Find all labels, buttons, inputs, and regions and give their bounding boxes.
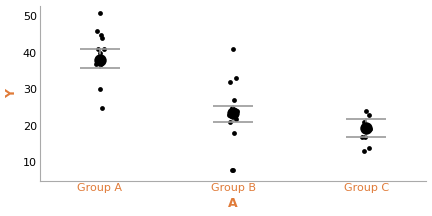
- Point: [93, 59, 100, 62]
- Y-axis label: Y: Y: [6, 89, 19, 98]
- Point: [367, 128, 374, 131]
- Point: [98, 62, 105, 66]
- Point: [98, 33, 105, 37]
- Point: [92, 62, 99, 66]
- Point: [96, 11, 103, 14]
- Point: [363, 110, 370, 113]
- Point: [359, 135, 366, 138]
- Point: [95, 48, 102, 51]
- Point: [231, 131, 238, 135]
- Point: [360, 150, 367, 153]
- Point: [232, 117, 239, 120]
- Point: [99, 37, 106, 40]
- Point: [228, 168, 235, 171]
- X-axis label: A: A: [228, 197, 238, 210]
- Point: [365, 113, 372, 117]
- Point: [231, 98, 238, 102]
- Point: [365, 146, 372, 149]
- Point: [227, 80, 234, 84]
- Point: [96, 59, 103, 62]
- Point: [227, 121, 234, 124]
- Point: [96, 88, 103, 91]
- Point: [229, 48, 236, 51]
- Point: [362, 135, 368, 138]
- Point: [364, 124, 371, 128]
- Point: [93, 29, 100, 33]
- Point: [234, 110, 241, 113]
- Point: [232, 77, 239, 80]
- Point: [229, 168, 236, 171]
- Point: [100, 48, 107, 51]
- Point: [360, 121, 367, 124]
- Point: [226, 113, 232, 117]
- Point: [99, 106, 106, 109]
- Point: [228, 106, 235, 109]
- Point: [363, 126, 370, 129]
- Point: [229, 111, 236, 115]
- Point: [96, 51, 103, 55]
